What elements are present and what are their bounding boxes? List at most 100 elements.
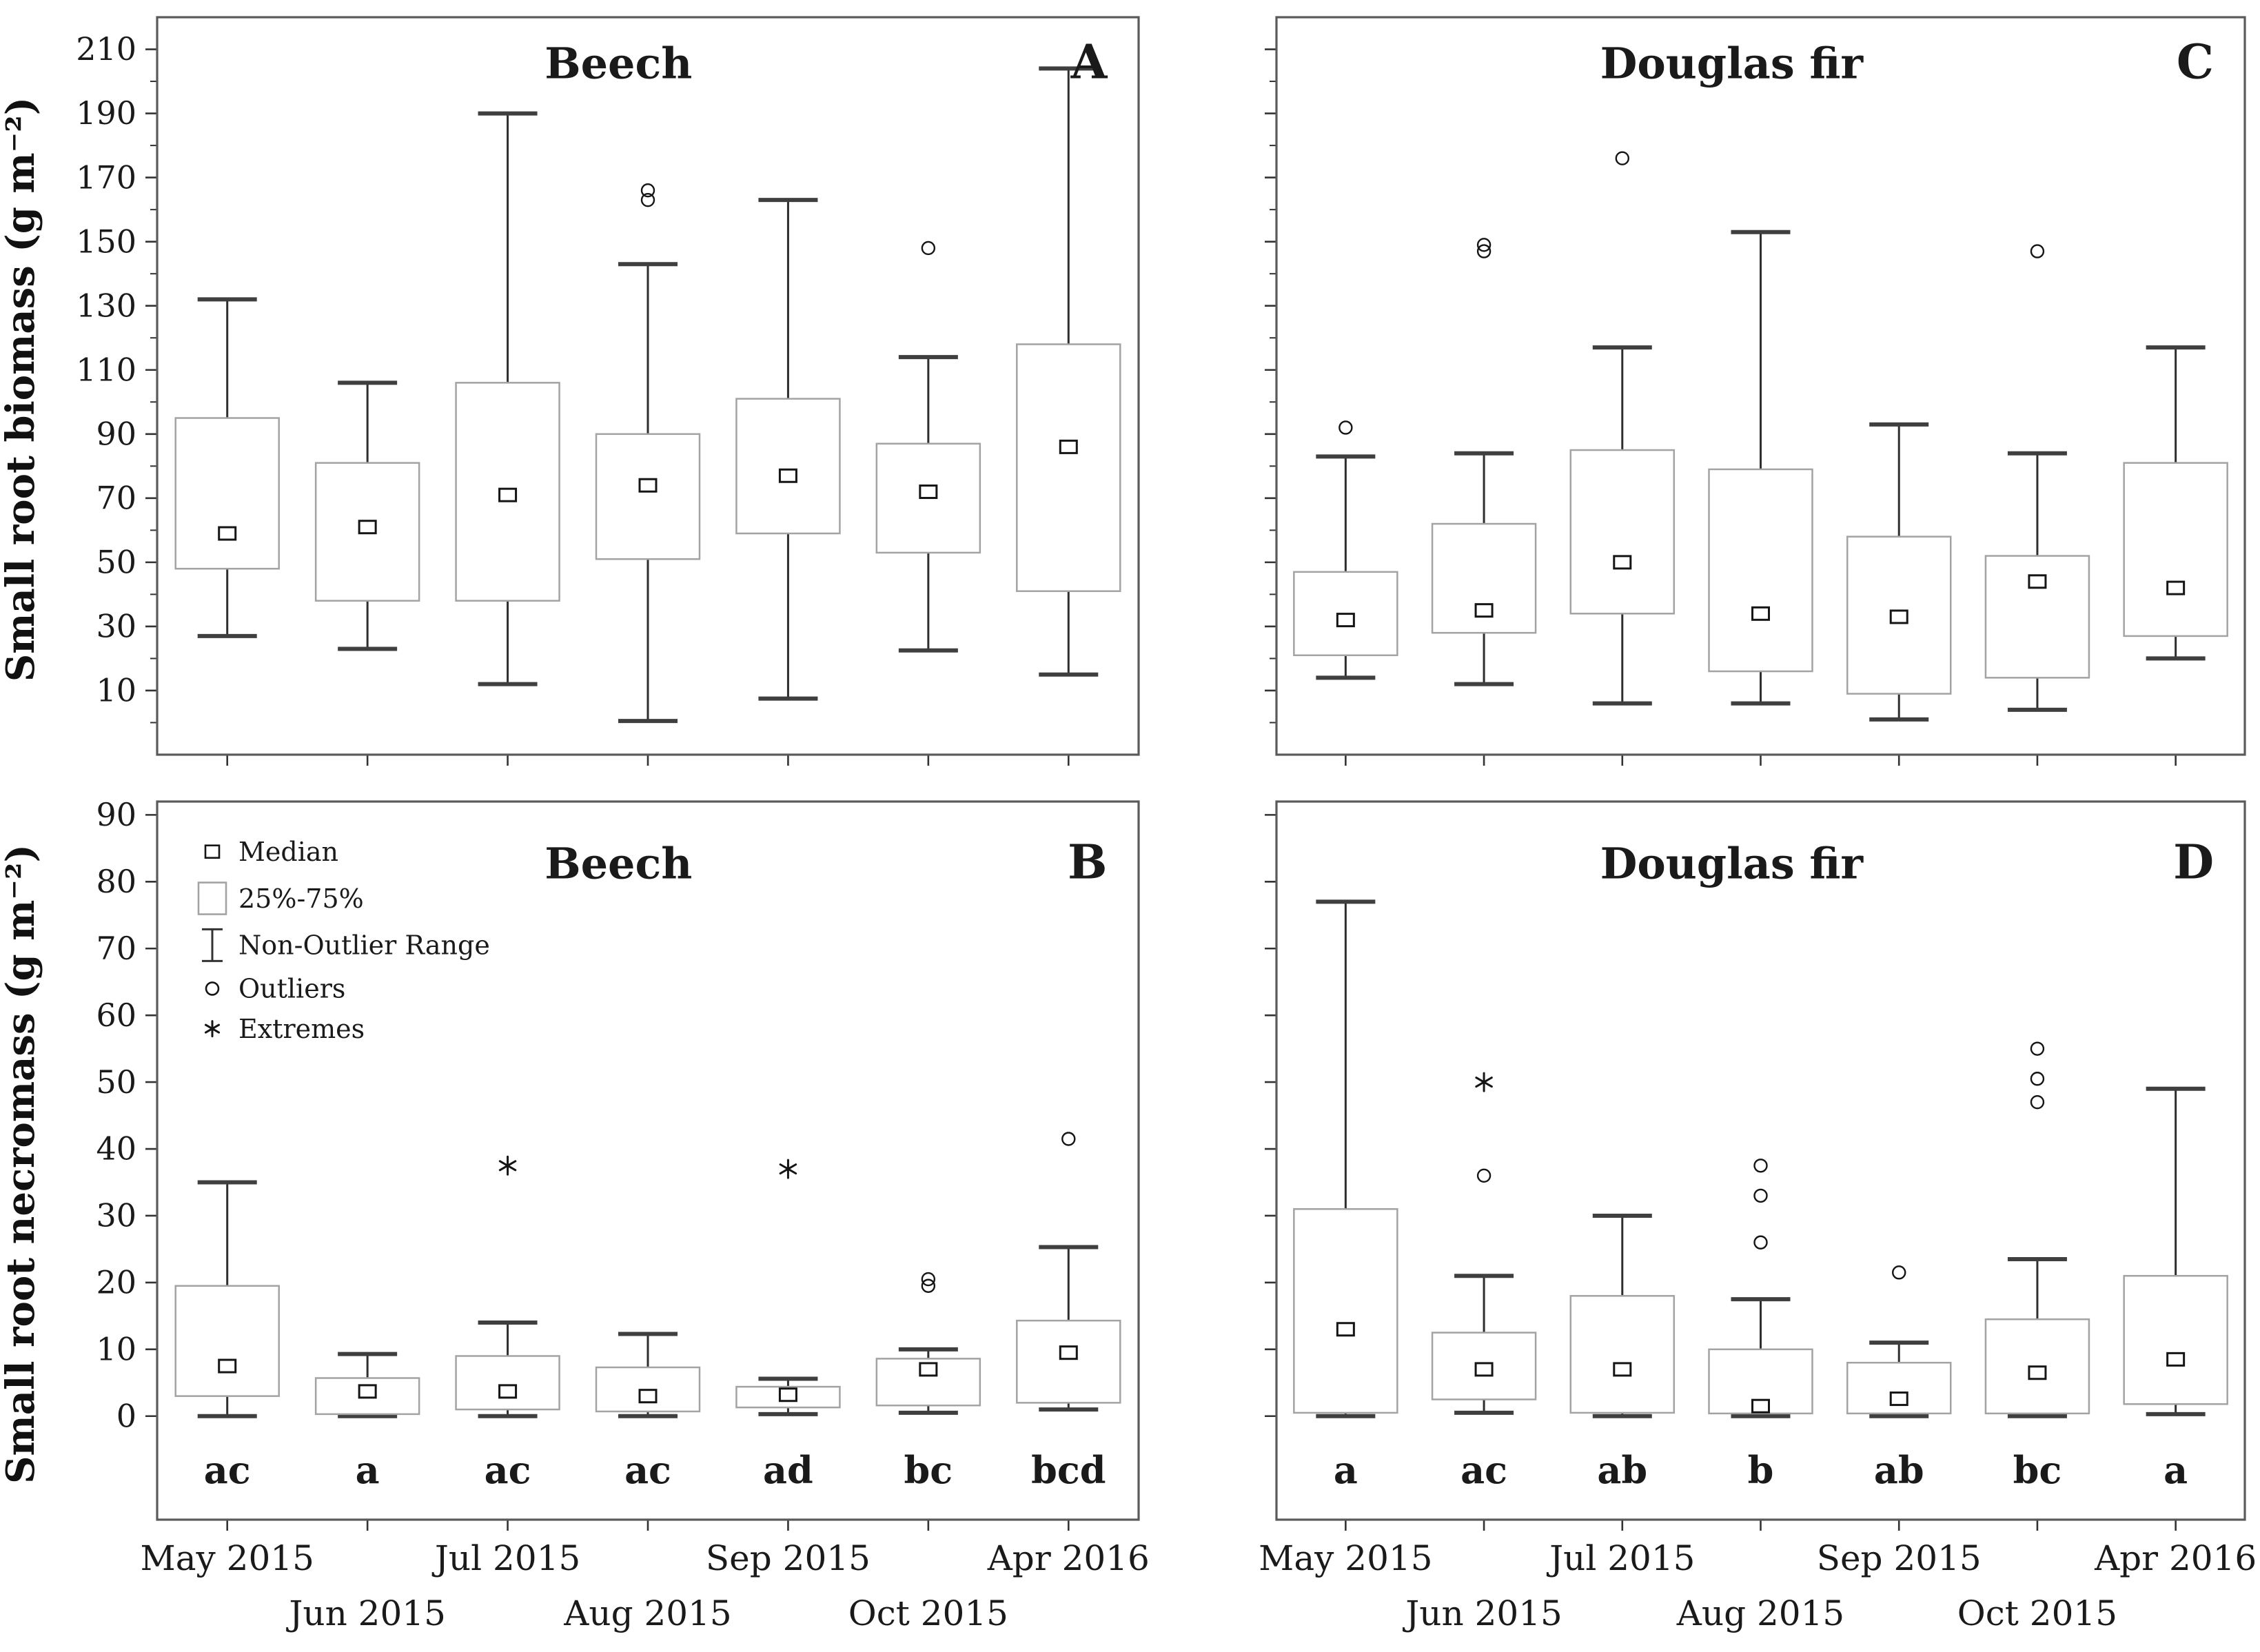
panel-corner-label: A (1070, 34, 1108, 90)
outlier-marker (2030, 244, 2045, 258)
boxplot-sep-2015 (1846, 422, 1952, 722)
significance-letter: ab (1597, 1448, 1647, 1492)
y-tick-label: 210 (76, 30, 136, 68)
panel-border (1275, 16, 2246, 756)
x-date-label: Jul 2015 (1546, 1538, 1695, 1578)
boxplot-oct-2015 (1984, 244, 2090, 712)
median-marker (2166, 580, 2186, 595)
iqr-box (1569, 449, 1676, 615)
boxplot-oct-2015 (875, 241, 981, 653)
y-tick-label: 30 (96, 608, 136, 645)
panel-corner-label: D (2173, 835, 2214, 890)
significance-letter: bc (2013, 1448, 2062, 1492)
y-tick-label: 30 (96, 1197, 136, 1234)
iqr-box (2123, 1274, 2228, 1405)
x-date-label: Aug 2015 (563, 1593, 731, 1633)
median-marker (1751, 606, 1770, 621)
boxplot-jul-2015: ab (1569, 1213, 1676, 1492)
x-date-label: Oct 2015 (848, 1593, 1008, 1633)
outlier-marker (1892, 1265, 1906, 1280)
iqr-box (1016, 343, 1121, 592)
boxplot-jul-2015: ac (455, 1155, 560, 1492)
iqr-box (455, 1355, 560, 1411)
legend-item-whisker: Non-Outlier Range (202, 928, 490, 962)
significance-letter: a (356, 1448, 380, 1492)
panel-corner-label: B (1068, 835, 1107, 890)
boxplot-aug-2015: b (1708, 1159, 1813, 1492)
median-marker (1474, 1362, 1494, 1377)
median-marker (778, 468, 797, 483)
y-tick-label: 40 (96, 1130, 136, 1167)
legend: Median 25%-75% Non-Outlier Range Outliers Ex… (197, 837, 490, 1044)
median-marker (919, 1362, 938, 1377)
boxplot-may-2015: ac (174, 1180, 280, 1492)
legend-item-median-square: Median (204, 837, 338, 867)
panel-corner-label: C (2177, 34, 2214, 90)
y-tick-label: 150 (76, 223, 136, 260)
y-tick-label: 10 (96, 672, 136, 709)
panel-border (1275, 800, 2246, 1521)
iqr-box (174, 1285, 280, 1397)
significance-letter: ac (485, 1448, 531, 1492)
significance-letter: ac (1460, 1448, 1507, 1492)
y-tick-label: 90 (96, 796, 136, 833)
median-marker (1059, 1345, 1078, 1360)
x-date-label: Jun 2015 (1402, 1593, 1562, 1633)
panel-D: a ac ab b ab bc a Douglas fir D (1265, 800, 2246, 1531)
median-marker (1336, 613, 1355, 628)
boxplot-apr-2016: bcd (1016, 1132, 1121, 1492)
significance-letter: ad (763, 1448, 813, 1492)
y-axis-ticks (145, 814, 157, 1418)
outlier-marker (921, 241, 936, 256)
x-date-label: Apr 2016 (2094, 1538, 2257, 1578)
outlier-marker (1338, 420, 1353, 435)
x-date-label: Jun 2015 (285, 1593, 446, 1633)
outlier-marker (2030, 1094, 2045, 1110)
x-axis-ticks (226, 755, 1070, 766)
iqr-box (1708, 468, 1813, 673)
extreme-asterisk-marker (498, 1155, 517, 1176)
y-axis-ticks (1265, 48, 1276, 724)
y-tick-label: 20 (96, 1264, 136, 1301)
x-date-label: Jul 2015 (431, 1538, 580, 1578)
significance-letter: b (1748, 1448, 1774, 1492)
legend-item-asterisk: Extremes (204, 1014, 365, 1044)
outlier-marker (2030, 1041, 2045, 1056)
outlier-marker (1753, 1235, 1768, 1250)
boxplot-apr-2016: a (2123, 1086, 2228, 1492)
x-date-label: May 2015 (141, 1538, 314, 1578)
median-marker (2028, 1365, 2047, 1380)
boxplot-aug-2015 (595, 183, 701, 724)
median-marker (498, 487, 518, 502)
x-date-label: Aug 2015 (1676, 1593, 1844, 1633)
outlier-marker (640, 192, 655, 207)
outlier-circle-icon (205, 981, 220, 996)
y-tick-label: 50 (96, 1063, 136, 1101)
legend-label: Non-Outlier Range (238, 930, 490, 961)
outlier-marker (1061, 1132, 1076, 1146)
panel-title: Douglas fir (1600, 38, 1864, 88)
boxplot-sep-2015: ab (1846, 1265, 1952, 1492)
extremes-asterisk-icon (204, 1020, 221, 1038)
extreme-asterisk-marker (1475, 1072, 1493, 1092)
y-tick-label: 70 (96, 930, 136, 967)
iqr-box (735, 398, 841, 535)
outlier-marker (921, 1278, 936, 1293)
iqr-box (595, 433, 701, 560)
significance-letter: bcd (1031, 1448, 1106, 1492)
iqr-box (1984, 555, 2090, 679)
significance-letter: ac (204, 1448, 251, 1492)
panel-title: Douglas fir (1600, 838, 1864, 888)
median-marker (358, 1384, 377, 1399)
median-marker (1059, 439, 1078, 454)
boxplot-may-2015 (1293, 420, 1398, 680)
iqr-box (1569, 1295, 1676, 1414)
median-marker (358, 520, 377, 535)
y-tick-label: 0 (116, 1397, 136, 1434)
y-tick-label: 170 (76, 159, 136, 196)
legend-item-circle: Outliers (205, 974, 345, 1004)
y-axis-ticks (1265, 814, 1276, 1418)
outlier-marker (921, 1272, 936, 1287)
